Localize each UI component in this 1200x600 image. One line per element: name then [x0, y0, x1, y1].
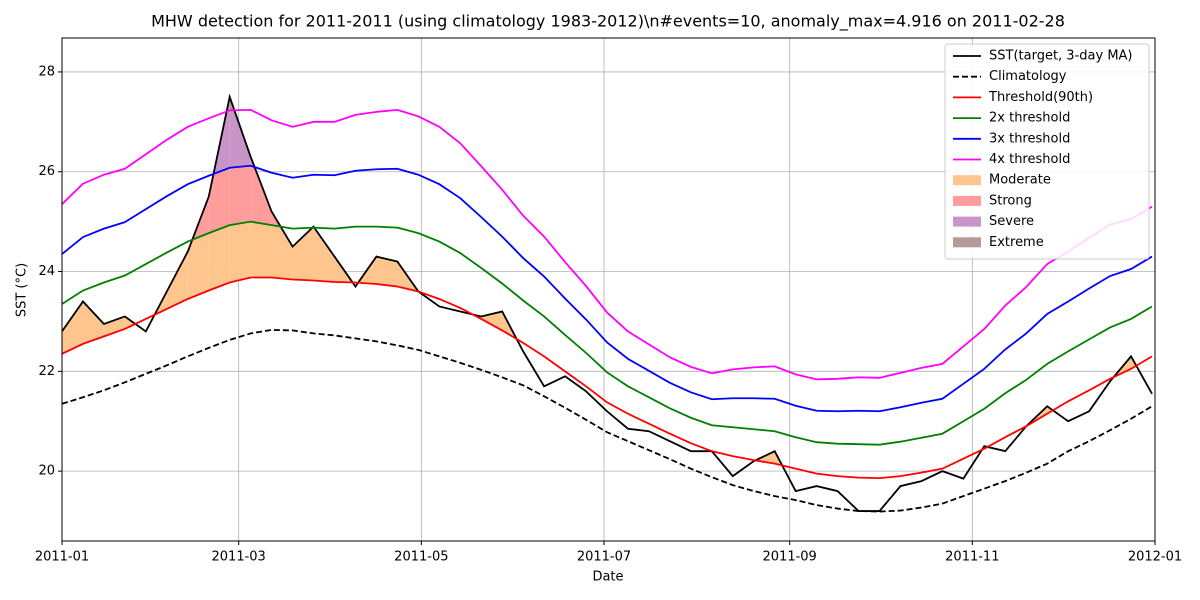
- series-line: [61, 276, 1153, 480]
- legend-label: Strong: [989, 193, 1032, 208]
- event-fill: [481, 311, 503, 331]
- event-fill: [229, 221, 251, 283]
- x-tick-label: 2011-03: [212, 550, 266, 565]
- legend-label: Moderate: [989, 173, 1051, 188]
- series-line: [61, 108, 1153, 381]
- x-tick-label: 2011-11: [945, 550, 999, 565]
- y-tick-label: 20: [38, 464, 55, 479]
- x-tick-label: 2012-01: [1128, 550, 1182, 565]
- legend-box: [944, 43, 1150, 260]
- event-fill: [229, 96, 251, 111]
- y-tick-label: 24: [38, 264, 55, 279]
- legend-label: Severe: [989, 214, 1034, 229]
- legend-label: 2x threshold: [989, 111, 1070, 126]
- event-fill: [62, 301, 83, 354]
- event-fill: [250, 165, 272, 226]
- series-line: [61, 93, 1153, 512]
- x-tick-label: 2011-09: [763, 550, 817, 565]
- event-fill: [187, 233, 209, 299]
- event-fill: [82, 301, 104, 344]
- event-fill: [292, 227, 314, 281]
- legend-label: SST(target, 3-day MA): [989, 49, 1133, 64]
- event-fill: [250, 221, 272, 278]
- legend-label: 3x threshold: [989, 131, 1070, 146]
- chart-title: MHW detection for 2011-2011 (using clima…: [151, 12, 1065, 32]
- series-line: [61, 220, 1153, 446]
- legend-label: Extreme: [989, 235, 1044, 250]
- event-fill: [208, 167, 230, 234]
- event-fill: [271, 211, 293, 229]
- legend-swatch: [953, 216, 981, 227]
- event-fill: [103, 316, 125, 337]
- legend-label: Climatology: [989, 69, 1067, 84]
- y-tick-label: 22: [38, 364, 55, 379]
- event-fill: [1110, 356, 1132, 379]
- series-line: [61, 329, 1153, 513]
- event-fill: [208, 110, 230, 176]
- event-fill: [166, 251, 188, 309]
- event-fill: [313, 227, 335, 283]
- event-fill: [355, 256, 377, 285]
- legend-label: 4x threshold: [989, 152, 1070, 167]
- event-fill: [187, 196, 209, 242]
- legend-swatch: [953, 237, 981, 248]
- y-tick-label: 26: [38, 164, 55, 179]
- series-line: [61, 164, 1153, 413]
- x-tick-label: 2011-05: [394, 550, 448, 565]
- event-fill: [208, 225, 230, 291]
- legend-swatch: [953, 195, 981, 206]
- event-fill: [376, 256, 398, 287]
- legend-swatch: [953, 175, 981, 186]
- x-axis-label: Date: [592, 570, 623, 585]
- event-fill: [229, 110, 251, 168]
- y-axis-label: SST (°C): [15, 263, 30, 317]
- y-tick-label: 28: [38, 64, 55, 79]
- x-tick-label: 2011-01: [35, 550, 89, 565]
- x-tick-label: 2011-07: [577, 550, 631, 565]
- plot-frame: [61, 37, 1156, 542]
- event-fill: [334, 256, 356, 283]
- legend-label: Threshold(90th): [988, 90, 1093, 105]
- event-fill: [229, 165, 251, 226]
